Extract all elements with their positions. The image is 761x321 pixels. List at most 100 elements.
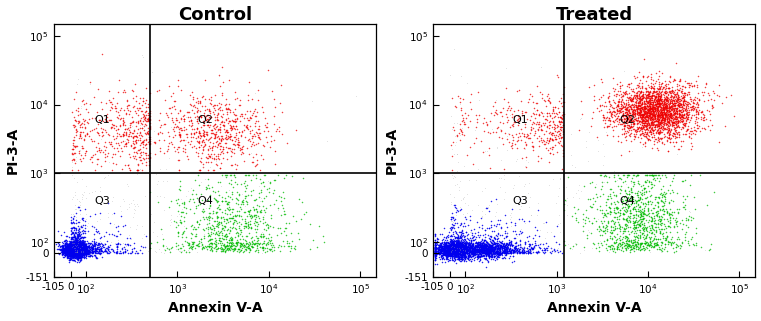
Point: [613, 217, 626, 222]
Point: [254, 244, 266, 249]
Point: [622, 125, 634, 130]
Point: [495, 224, 508, 229]
Point: [496, 232, 508, 237]
Point: [502, 241, 514, 247]
Point: [673, 88, 685, 93]
Point: [438, 250, 450, 255]
Point: [673, 111, 685, 116]
Point: [61, 249, 73, 254]
Point: [216, 119, 228, 124]
Point: [454, 240, 466, 245]
Point: [62, 251, 74, 256]
Point: [495, 158, 508, 163]
Point: [661, 82, 673, 87]
Point: [113, 107, 126, 112]
Point: [448, 246, 460, 251]
Point: [439, 253, 451, 258]
Point: [504, 213, 516, 218]
Point: [248, 241, 260, 246]
Point: [59, 246, 72, 251]
Point: [234, 242, 247, 247]
Point: [68, 250, 80, 255]
Point: [677, 121, 689, 126]
Point: [653, 214, 665, 220]
Point: [608, 234, 620, 239]
Point: [451, 250, 463, 256]
Point: [677, 115, 689, 120]
Point: [75, 244, 88, 249]
Point: [70, 240, 82, 245]
Point: [180, 249, 192, 254]
Point: [454, 233, 466, 239]
Point: [625, 104, 637, 109]
Point: [71, 128, 83, 133]
Point: [70, 250, 82, 255]
Point: [428, 247, 441, 252]
Point: [203, 143, 215, 149]
Point: [453, 249, 465, 254]
Point: [238, 244, 250, 249]
Point: [66, 244, 78, 249]
Point: [581, 145, 593, 150]
Point: [528, 112, 540, 117]
Point: [85, 136, 97, 142]
Point: [655, 120, 667, 125]
Point: [654, 236, 666, 241]
Point: [668, 102, 680, 107]
Point: [196, 150, 209, 155]
Point: [79, 241, 91, 247]
Point: [650, 94, 662, 99]
Point: [430, 247, 442, 252]
Point: [214, 140, 226, 145]
Point: [120, 136, 132, 142]
Point: [680, 197, 692, 202]
Point: [645, 101, 657, 106]
Point: [647, 173, 659, 178]
Point: [652, 222, 664, 227]
Point: [508, 120, 521, 125]
Point: [193, 158, 205, 163]
Point: [437, 247, 449, 252]
Point: [78, 125, 91, 130]
Point: [457, 246, 470, 251]
Point: [462, 248, 474, 253]
Point: [116, 148, 129, 153]
Point: [61, 243, 73, 248]
Point: [600, 242, 612, 247]
Point: [63, 249, 75, 254]
Point: [643, 242, 655, 247]
Point: [539, 235, 551, 240]
Point: [86, 138, 98, 143]
Point: [68, 189, 81, 194]
Point: [456, 247, 468, 252]
Point: [73, 239, 85, 245]
Point: [447, 238, 459, 243]
Point: [604, 234, 616, 239]
Point: [667, 78, 679, 83]
Point: [70, 245, 82, 250]
Point: [67, 241, 79, 246]
Point: [449, 247, 461, 253]
Point: [630, 203, 642, 208]
Point: [143, 158, 155, 163]
Point: [670, 117, 682, 122]
Point: [510, 240, 522, 246]
Point: [670, 127, 683, 132]
Point: [665, 104, 677, 109]
Point: [78, 249, 90, 254]
Point: [61, 248, 73, 253]
Point: [244, 177, 256, 182]
Point: [73, 249, 85, 254]
Point: [653, 114, 665, 119]
Point: [63, 249, 75, 254]
Point: [71, 245, 83, 250]
Point: [517, 247, 529, 252]
Point: [229, 213, 241, 218]
Point: [486, 222, 498, 228]
Point: [523, 96, 535, 101]
Point: [622, 204, 635, 209]
Point: [62, 251, 74, 256]
Point: [600, 174, 612, 179]
Point: [114, 153, 126, 159]
Point: [57, 245, 69, 250]
